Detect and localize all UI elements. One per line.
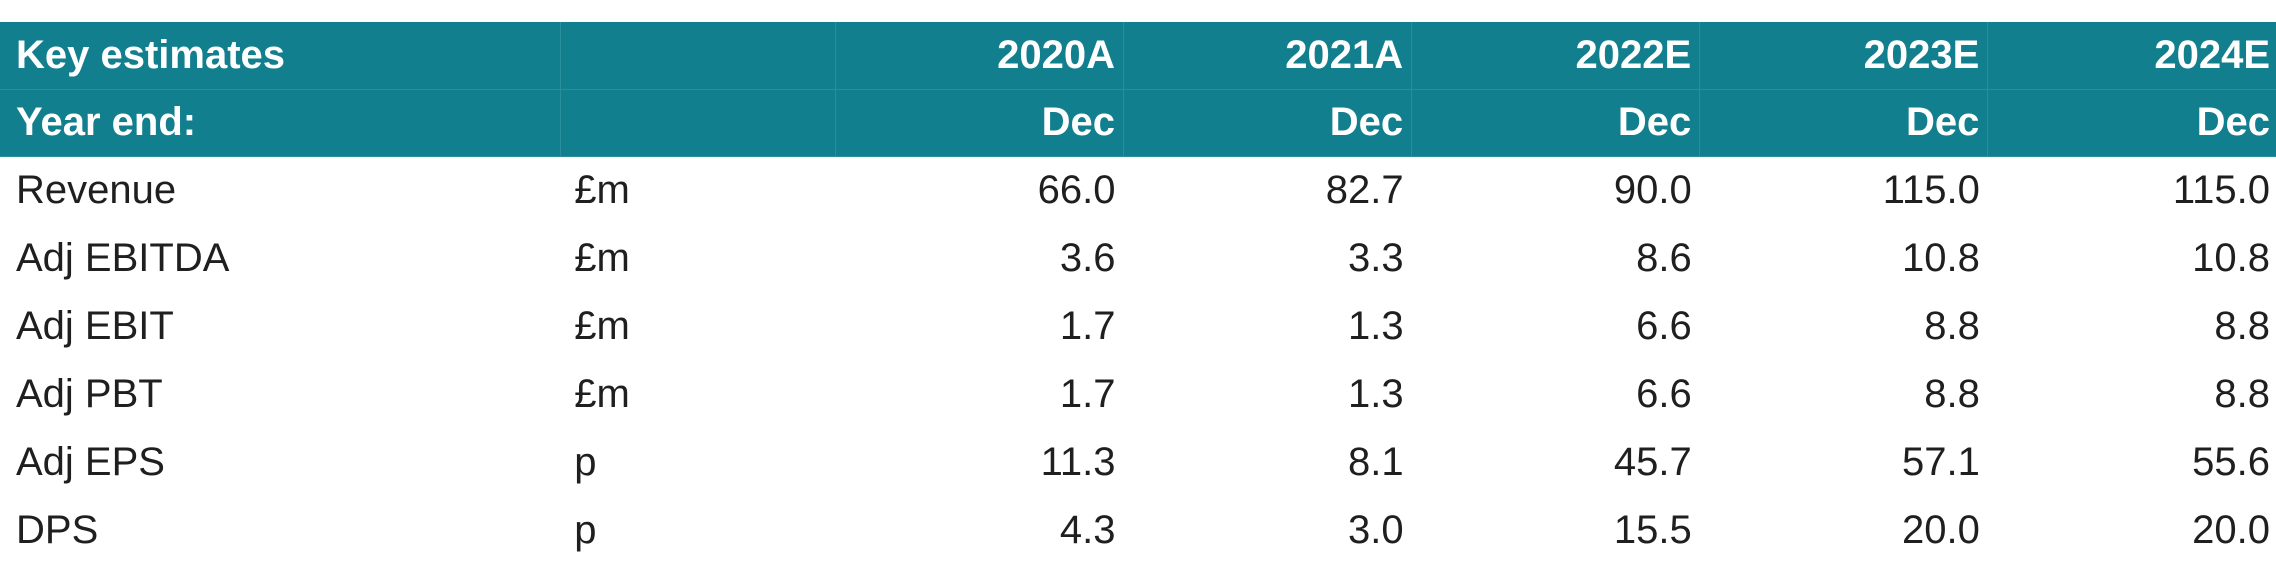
year-header-2022: 2022E	[1411, 22, 1701, 90]
cell-value: 55.6	[2192, 439, 2270, 484]
year-end-value: Dec	[835, 89, 1124, 157]
cell-value: 11.3	[1040, 439, 1116, 484]
row-label: Adj EBITDA	[16, 235, 230, 280]
cell-value: 8.8	[2214, 371, 2270, 416]
cell-value: 90.0	[1613, 167, 1692, 212]
row-unit: p	[574, 439, 597, 484]
cell-value: 82.7	[1325, 167, 1404, 212]
row-label: Adj EPS	[16, 439, 165, 484]
cell-value: 1.3	[1347, 303, 1404, 348]
year-header-2023: 2023E	[1699, 22, 1989, 90]
cell-value: 8.8	[1924, 303, 1980, 348]
cell-value: 20.0	[2192, 507, 2270, 552]
year-end-value: Dec	[1987, 89, 2276, 157]
year-end-value: Dec	[1699, 89, 1989, 157]
cell-value: 3.6	[1059, 235, 1116, 280]
row-unit: p	[574, 507, 597, 552]
cell-value: 10.8	[1901, 235, 1980, 280]
table-row: Adj EPS p 11.3 8.1 45.7 57.1 55.6	[0, 428, 2276, 496]
row-unit: £m	[574, 303, 630, 348]
year-end-value: Dec	[1123, 89, 1413, 157]
year-header-2020: 2020A	[835, 22, 1124, 90]
table-row: Adj EBIT £m 1.7 1.3 6.6 8.8 8.8	[0, 292, 2276, 360]
year-header-2021: 2021A	[1123, 22, 1413, 90]
cell-value: 115.0	[2172, 167, 2270, 212]
cell-value: 3.0	[1347, 507, 1404, 552]
cell-value: 115.0	[1882, 167, 1980, 212]
cell-value: 4.3	[1059, 507, 1116, 552]
header-row-years: Key estimates 2020A 2021A 2022E 2023E 20…	[0, 22, 2276, 90]
cell-value: 15.5	[1613, 507, 1692, 552]
year-end-label: Year end:	[0, 89, 561, 157]
cell-value: 57.1	[1901, 439, 1980, 484]
cell-value: 1.7	[1059, 303, 1116, 348]
cell-value: 3.3	[1347, 235, 1404, 280]
cell-value: 6.6	[1636, 303, 1692, 348]
row-unit: £m	[574, 235, 630, 280]
table-row: Adj PBT £m 1.7 1.3 6.6 8.8 8.8	[0, 360, 2276, 428]
cell-value: 66.0	[1037, 167, 1116, 212]
header-row-year-end: Year end: Dec Dec Dec Dec Dec	[0, 89, 2276, 157]
cell-value: 8.8	[1924, 371, 1980, 416]
header-unit-spacer	[560, 22, 836, 90]
row-label: Adj EBIT	[16, 303, 174, 348]
table-row: Adj EBITDA £m 3.6 3.3 8.6 10.8 10.8	[0, 224, 2276, 292]
key-estimates-table: Key estimates 2020A 2021A 2022E 2023E 20…	[0, 22, 2276, 564]
table-row: Revenue £m 66.0 82.7 90.0 115.0 115.0	[0, 156, 2276, 224]
row-unit: £m	[574, 371, 630, 416]
cell-value: 45.7	[1613, 439, 1692, 484]
key-estimates-table-container: Key estimates 2020A 2021A 2022E 2023E 20…	[0, 22, 2276, 564]
table-row: DPS p 4.3 3.0 15.5 20.0 20.0	[0, 496, 2276, 564]
row-unit: £m	[574, 167, 630, 212]
year-end-value: Dec	[1411, 89, 1701, 157]
table-title: Key estimates	[0, 22, 561, 90]
row-label: Revenue	[16, 167, 177, 212]
row-label: DPS	[16, 507, 99, 552]
row-label: Adj PBT	[16, 371, 163, 416]
cell-value: 8.1	[1347, 439, 1404, 484]
year-header-2024: 2024E	[1987, 22, 2276, 90]
cell-value: 8.8	[2214, 303, 2270, 348]
cell-value: 1.7	[1059, 371, 1116, 416]
cell-value: 10.8	[2192, 235, 2270, 280]
cell-value: 6.6	[1636, 371, 1692, 416]
cell-value: 1.3	[1347, 371, 1404, 416]
cell-value: 8.6	[1636, 235, 1692, 280]
header-unit-spacer	[560, 89, 836, 157]
cell-value: 20.0	[1901, 507, 1980, 552]
